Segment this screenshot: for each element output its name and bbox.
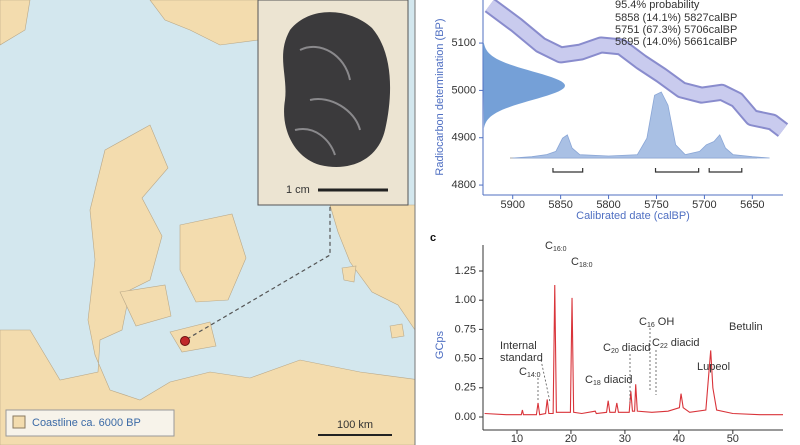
peak-label-sub: 18: [593, 380, 601, 387]
pitch-highlight: [294, 45, 361, 156]
peak-label-line: Betulin: [729, 321, 763, 333]
peak-label-suffix: OH: [655, 316, 675, 328]
photo-scale-label: 1 cm: [286, 184, 310, 196]
legend-box: [5, 409, 175, 437]
peak-label-sub: 14:0: [527, 372, 541, 379]
y-tick-label: 1.00: [455, 294, 476, 306]
peak-label-base: C: [603, 342, 611, 354]
peak-label: C22 diacid: [652, 337, 700, 350]
peak-label-line: Lupeol: [697, 361, 730, 373]
peak-label-base: C: [652, 337, 660, 349]
peak-label: C20 diacid: [603, 342, 651, 355]
peak-label: C16 OH: [639, 316, 674, 329]
peak-label-suffix: diacid: [619, 342, 651, 354]
probability-label: 95.4% probability: [615, 0, 700, 11]
x-tick-label: 5650: [740, 199, 764, 211]
land: [0, 0, 415, 445]
range-bracket: [552, 168, 584, 173]
x-tick-label: 5750: [644, 199, 668, 211]
range-label: 5695 (14.0%) 5661calBP: [615, 36, 737, 48]
x-tick-label: 40: [673, 433, 685, 445]
y-tick-label: 0.50: [455, 353, 476, 365]
x-tick-label: 5850: [548, 199, 572, 211]
range-bracket: [654, 168, 700, 173]
range-label: 5858 (14.1%) 5827calBP: [615, 12, 737, 24]
peak-label: C18 diacid: [585, 374, 633, 387]
peak-label: C18:0: [571, 256, 593, 269]
peak-label: Betulin: [729, 321, 763, 333]
chromatogram-trace: [484, 285, 783, 416]
photo-inset: 1 cm: [257, 0, 409, 206]
peak-label-sub: 18:0: [579, 262, 593, 269]
map-scale-label: 100 km: [337, 419, 373, 431]
x-tick-label: 20: [565, 433, 577, 445]
legend-swatch: [12, 415, 26, 429]
peak-label: C16:0: [545, 240, 567, 253]
y-axis-label: Radiocarbon determination (BP): [434, 18, 446, 175]
x-axis-label: Calibrated date (calBP): [576, 210, 690, 222]
y-tick-label: 4900: [452, 132, 476, 144]
peak-label-sub: 16: [647, 322, 655, 329]
peak-label-line: standard: [500, 352, 543, 364]
find-site: [180, 336, 190, 346]
calibration-curve: [485, 0, 787, 136]
peak-label-base: C: [639, 316, 647, 328]
range-label: 5751 (67.3%) 5706calBP: [615, 24, 737, 36]
y-tick-label: 5000: [452, 84, 476, 96]
peak-label-base: C: [585, 374, 593, 386]
peak-label-base: C: [519, 366, 527, 378]
x-tick-label: 50: [727, 433, 739, 445]
pitch-object: [283, 12, 391, 167]
peak-label-suffix: diacid: [668, 337, 700, 349]
peak-label-sub: 16:0: [553, 246, 567, 253]
panel-label: c: [430, 232, 436, 244]
y-axis-label: GCps: [434, 330, 446, 359]
y-tick-label: 0.25: [455, 382, 476, 394]
legend-label: Coastline ca. 6000 BP: [32, 417, 141, 429]
measurement-distribution: [483, 43, 565, 129]
range-bracket: [708, 168, 743, 173]
map: 1 cm Coastline ca. 6000 BP 100 km: [0, 0, 415, 445]
x-tick-label: 5700: [692, 199, 716, 211]
calibrated-distribution: [512, 91, 770, 159]
leader-line: [186, 206, 331, 340]
peak-label-sub: 22: [660, 343, 668, 350]
y-tick-label: 1.25: [455, 265, 476, 277]
x-tick-label: 5800: [596, 199, 620, 211]
x-tick-label: 10: [511, 433, 523, 445]
peak-label: Internal standard: [500, 340, 543, 364]
x-tick-label: 5900: [500, 199, 524, 211]
peak-label-sub: 20: [611, 348, 619, 355]
peak-label-line: Internal: [500, 340, 537, 352]
y-tick-label: 4800: [452, 179, 476, 191]
x-tick-label: 30: [619, 433, 631, 445]
peak-label: Lupeol: [697, 361, 730, 373]
y-tick-label: 0.00: [455, 411, 476, 423]
peak-label: C14:0: [519, 366, 541, 379]
y-tick-label: 0.75: [455, 323, 476, 335]
y-tick-label: 5100: [452, 37, 476, 49]
peak-leader: [540, 359, 551, 403]
peak-label-suffix: diacid: [601, 374, 633, 386]
peak-label-base: C: [571, 256, 579, 268]
peak-label-base: C: [545, 240, 553, 252]
